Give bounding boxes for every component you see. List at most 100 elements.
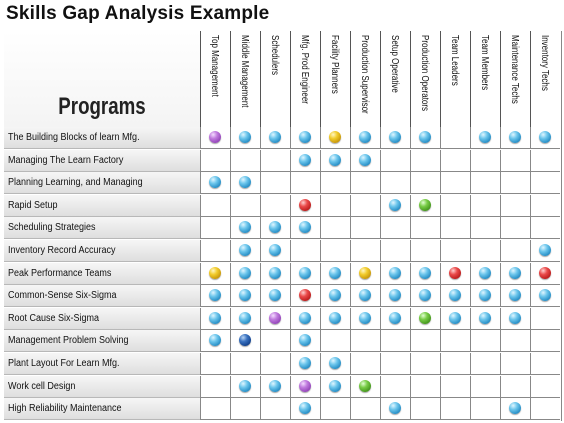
blue-dot-icon <box>359 289 371 302</box>
column-header-label: Inventory Techs <box>539 35 550 91</box>
matrix-cell <box>230 307 260 330</box>
blue-dot-icon <box>299 153 311 166</box>
table-row: Management Problem Solving <box>4 330 562 353</box>
matrix-cell <box>410 194 440 217</box>
program-name: Managing The Learn Factory <box>8 154 124 166</box>
program-name: Plant Layout For Learn Mfg. <box>8 358 120 369</box>
matrix-cell <box>470 353 500 375</box>
skills-matrix: Programs Top Management Middle Management… <box>4 31 562 421</box>
matrix-cell <box>410 240 440 262</box>
matrix-cell <box>380 149 410 172</box>
blue-dot-icon <box>449 311 461 324</box>
purple-dot-icon <box>269 311 281 324</box>
matrix-cell <box>470 375 500 398</box>
matrix-cell <box>530 172 560 195</box>
matrix-cell <box>440 240 470 262</box>
matrix-cell <box>350 149 380 172</box>
matrix-cell <box>440 127 470 149</box>
blue-dot-icon <box>389 198 401 211</box>
blue-dot-icon <box>479 289 491 302</box>
blue-dot-icon <box>299 131 311 143</box>
column-header: Maintenance Techs <box>500 31 530 127</box>
matrix-cell <box>530 149 560 172</box>
matrix-cell <box>440 353 470 375</box>
matrix-cell <box>350 330 380 353</box>
matrix-cell <box>530 353 560 375</box>
matrix-cell <box>380 330 410 353</box>
matrix-cell <box>410 172 440 195</box>
matrix-cell <box>470 262 500 285</box>
matrix-cell <box>200 149 230 172</box>
matrix-cell <box>530 262 560 285</box>
column-header: Production Operators <box>410 31 440 127</box>
matrix-cell <box>380 194 410 217</box>
table-row: Managing The Learn Factory <box>4 149 562 172</box>
table-row: Plant Layout For Learn Mfg. <box>4 353 562 375</box>
matrix-cell <box>320 262 350 285</box>
matrix-cell <box>320 149 350 172</box>
matrix-cell <box>320 375 350 398</box>
matrix-cell <box>500 285 530 308</box>
program-name: The Building Blocks of learn Mfg. <box>8 132 140 143</box>
program-label-cell: Work cell Design <box>4 375 200 398</box>
matrix-cell <box>260 307 290 330</box>
column-header: Setup Operative <box>380 31 410 127</box>
blue-dot-icon <box>359 311 371 324</box>
blue-dot-icon <box>509 266 521 279</box>
matrix-cell <box>290 330 320 353</box>
matrix-cell <box>500 194 530 217</box>
matrix-cell <box>290 262 320 285</box>
matrix-cell <box>320 353 350 375</box>
matrix-cell <box>500 172 530 195</box>
matrix-cell <box>260 127 290 149</box>
matrix-cell <box>230 217 260 240</box>
blue-dot-icon <box>269 244 281 256</box>
matrix-cell <box>470 398 500 421</box>
blue-dot-icon <box>389 266 401 279</box>
blue-dot-icon <box>329 266 341 279</box>
blue-dot-icon <box>299 221 311 234</box>
blue-dot-icon <box>329 311 341 324</box>
matrix-cell <box>530 127 560 149</box>
matrix-cell <box>500 307 530 330</box>
column-header-label: Production Supervisor <box>359 35 370 114</box>
matrix-cell <box>260 240 290 262</box>
matrix-cell <box>470 149 500 172</box>
matrix-cell <box>530 217 560 240</box>
matrix-cell <box>440 398 470 421</box>
blue-dot-icon <box>239 289 251 302</box>
blue-dot-icon <box>269 131 281 143</box>
matrix-cell <box>470 307 500 330</box>
matrix-cell <box>500 240 530 262</box>
program-label-cell: The Building Blocks of learn Mfg. <box>4 127 200 149</box>
blue-dot-icon <box>329 379 341 392</box>
blue-dot-icon <box>209 311 221 324</box>
blue-dot-icon <box>389 311 401 324</box>
matrix-cell <box>200 172 230 195</box>
blue-dot-icon <box>239 244 251 256</box>
matrix-cell <box>410 353 440 375</box>
matrix-cell <box>260 285 290 308</box>
matrix-cell <box>230 353 260 375</box>
blue-dot-icon <box>239 379 251 392</box>
matrix-cell <box>230 172 260 195</box>
matrix-cell <box>500 330 530 353</box>
matrix-cell <box>290 172 320 195</box>
column-header-label: Facility Planners <box>329 35 340 94</box>
table-row: Root Cause Six-Sigma <box>4 307 562 330</box>
blue-dot-icon <box>509 289 521 302</box>
matrix-cell <box>290 127 320 149</box>
matrix-cell <box>470 240 500 262</box>
matrix-cell <box>290 149 320 172</box>
matrix-cell <box>200 375 230 398</box>
matrix-cell <box>380 375 410 398</box>
column-header-label: Schedulers <box>269 35 280 76</box>
matrix-cell <box>380 240 410 262</box>
matrix-cell <box>410 217 440 240</box>
program-label-cell: Management Problem Solving <box>4 330 200 353</box>
matrix-cell <box>440 375 470 398</box>
yellow-dot-icon <box>329 131 341 143</box>
column-header-label: Team Members <box>479 35 490 91</box>
blue-dot-icon <box>209 334 221 347</box>
matrix-cell <box>530 240 560 262</box>
